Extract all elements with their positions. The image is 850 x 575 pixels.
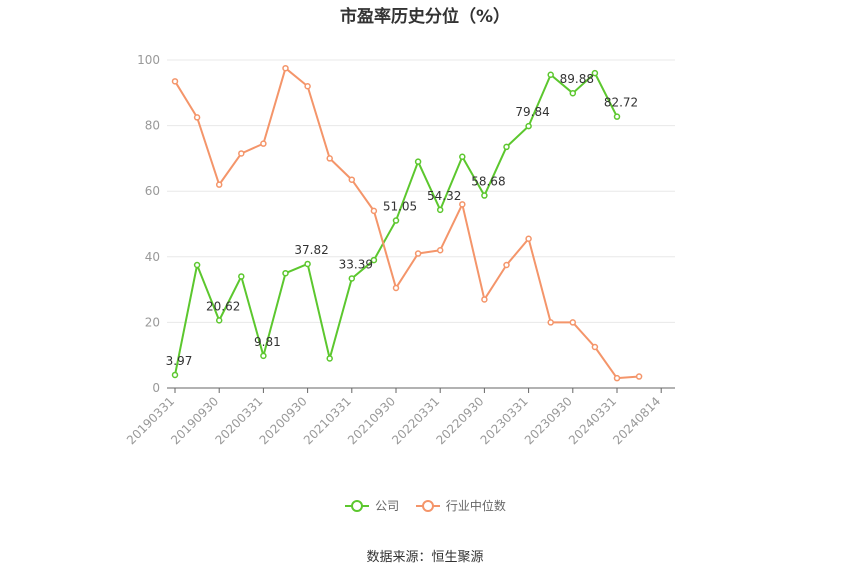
point-industry bbox=[326, 155, 333, 162]
point-company bbox=[304, 260, 311, 268]
legend: 公司 行业中位数 bbox=[0, 497, 850, 516]
point-industry bbox=[525, 235, 532, 243]
point-industry bbox=[613, 374, 621, 382]
point-company bbox=[436, 206, 444, 214]
legend-marker-company bbox=[345, 499, 370, 512]
point-industry bbox=[215, 181, 223, 188]
point-industry bbox=[481, 296, 488, 303]
point-company bbox=[591, 69, 599, 77]
point-company bbox=[503, 143, 510, 151]
point-company bbox=[238, 273, 245, 280]
point-industry bbox=[348, 176, 356, 183]
point-industry bbox=[547, 319, 554, 326]
data-label-company: 54.32 bbox=[427, 189, 461, 203]
y-tick-label: 60 bbox=[145, 184, 160, 198]
data-labels: 3.97 20.62 9.81 37.82 33.39 51.05 54.32 58.68 79… bbox=[166, 72, 639, 368]
point-industry bbox=[414, 250, 422, 257]
x-tick-label: 20240814 bbox=[610, 394, 663, 447]
point-industry bbox=[260, 140, 267, 147]
point-industry bbox=[193, 114, 201, 121]
point-company bbox=[459, 153, 466, 161]
legend-label-company: 公司 bbox=[375, 499, 400, 513]
data-label-company: 20.62 bbox=[206, 299, 240, 313]
legend-label-industry: 行业中位数 bbox=[445, 499, 506, 513]
legend-marker-industry bbox=[415, 499, 440, 512]
point-company bbox=[547, 71, 554, 79]
point-company bbox=[171, 371, 179, 379]
point-company bbox=[569, 89, 577, 97]
source-note: 数据来源：恒生聚源 bbox=[366, 550, 484, 565]
point-industry bbox=[635, 373, 643, 380]
series-lines bbox=[171, 64, 643, 382]
point-industry bbox=[238, 150, 245, 157]
point-company bbox=[282, 269, 289, 277]
line-chart: 0204060801002019033120190930202003312020… bbox=[124, 53, 675, 447]
data-label-company: 79.84 bbox=[515, 105, 549, 119]
point-company bbox=[613, 113, 621, 120]
data-label-company: 51.05 bbox=[383, 200, 417, 214]
legend-item-industry[interactable]: 行业中位数 bbox=[415, 497, 506, 514]
data-label-company: 3.97 bbox=[166, 354, 193, 368]
point-company bbox=[525, 122, 532, 130]
y-tick-label: 80 bbox=[145, 119, 160, 133]
point-industry bbox=[370, 207, 378, 215]
point-industry bbox=[569, 319, 577, 326]
point-industry bbox=[459, 201, 466, 208]
point-company bbox=[370, 256, 378, 264]
grid-lines bbox=[167, 59, 675, 323]
point-company bbox=[326, 355, 333, 362]
axes: 0204060801002019033120190930202003312020… bbox=[124, 53, 675, 447]
y-tick-label: 20 bbox=[145, 315, 160, 329]
point-industry bbox=[171, 78, 179, 85]
point-industry bbox=[436, 246, 444, 254]
legend-item-company[interactable]: 公司 bbox=[344, 497, 399, 514]
data-label-company: 89.88 bbox=[560, 72, 594, 86]
point-company bbox=[260, 352, 267, 360]
chart-title: 市盈率历史分位（%） bbox=[339, 7, 511, 27]
data-label-company: 58.68 bbox=[471, 175, 505, 189]
point-industry bbox=[503, 261, 510, 269]
point-industry bbox=[304, 82, 311, 90]
point-industry bbox=[591, 343, 599, 351]
y-tick-label: 40 bbox=[145, 250, 160, 264]
point-company bbox=[414, 158, 422, 165]
point-company bbox=[392, 217, 400, 224]
y-tick-label: 0 bbox=[152, 381, 160, 395]
point-company bbox=[215, 317, 223, 324]
y-tick-label: 100 bbox=[137, 53, 160, 67]
point-industry bbox=[282, 64, 289, 72]
data-label-company: 37.82 bbox=[294, 243, 328, 257]
data-label-company: 33.39 bbox=[339, 257, 373, 271]
point-company bbox=[193, 261, 201, 269]
series-line-industry bbox=[174, 67, 640, 380]
point-company bbox=[481, 192, 488, 199]
point-company bbox=[348, 275, 356, 282]
data-label-company: 9.81 bbox=[254, 335, 281, 349]
data-label-company: 82.72 bbox=[604, 96, 638, 110]
point-industry bbox=[392, 284, 400, 292]
series-line-company bbox=[174, 72, 618, 376]
